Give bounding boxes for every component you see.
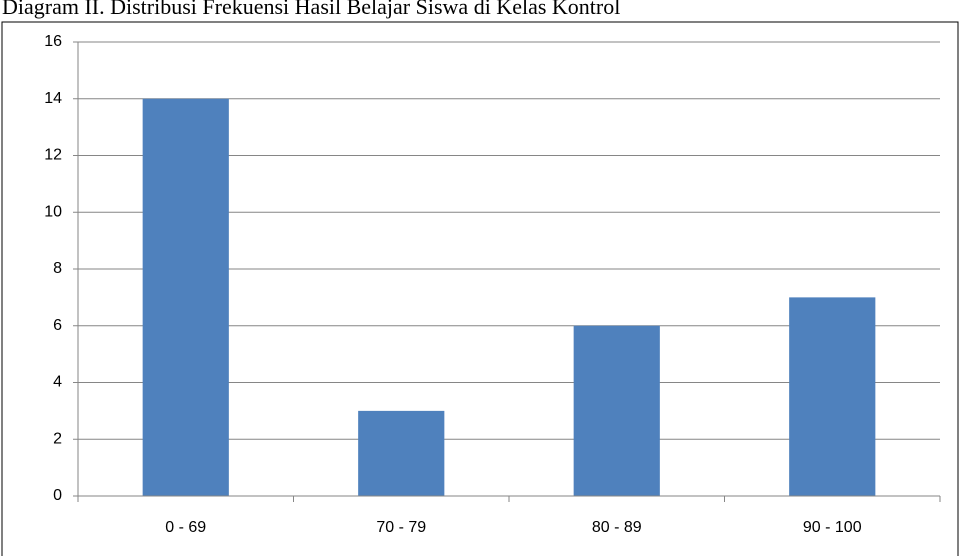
bar	[573, 325, 660, 496]
y-tick-label: 12	[44, 147, 62, 164]
chart-title: Diagram II. Distribusi Frekuensi Hasil B…	[2, 0, 620, 19]
y-tick-label: 14	[44, 90, 62, 107]
x-tick-label: 90 - 100	[803, 519, 862, 536]
x-tick-label: 80 - 89	[592, 519, 642, 536]
y-tick-label: 10	[44, 203, 62, 220]
bar	[142, 98, 229, 496]
y-tick-label: 8	[53, 260, 62, 277]
x-tick-label: 0 - 69	[165, 519, 206, 536]
y-tick-label: 0	[53, 487, 62, 504]
bar	[358, 410, 445, 496]
y-tick-label: 4	[53, 374, 62, 391]
bar	[789, 297, 876, 496]
x-tick-label: 70 - 79	[376, 519, 426, 536]
y-tick-label: 16	[44, 33, 62, 50]
y-tick-label: 6	[53, 317, 62, 334]
y-tick-label: 2	[53, 430, 62, 447]
